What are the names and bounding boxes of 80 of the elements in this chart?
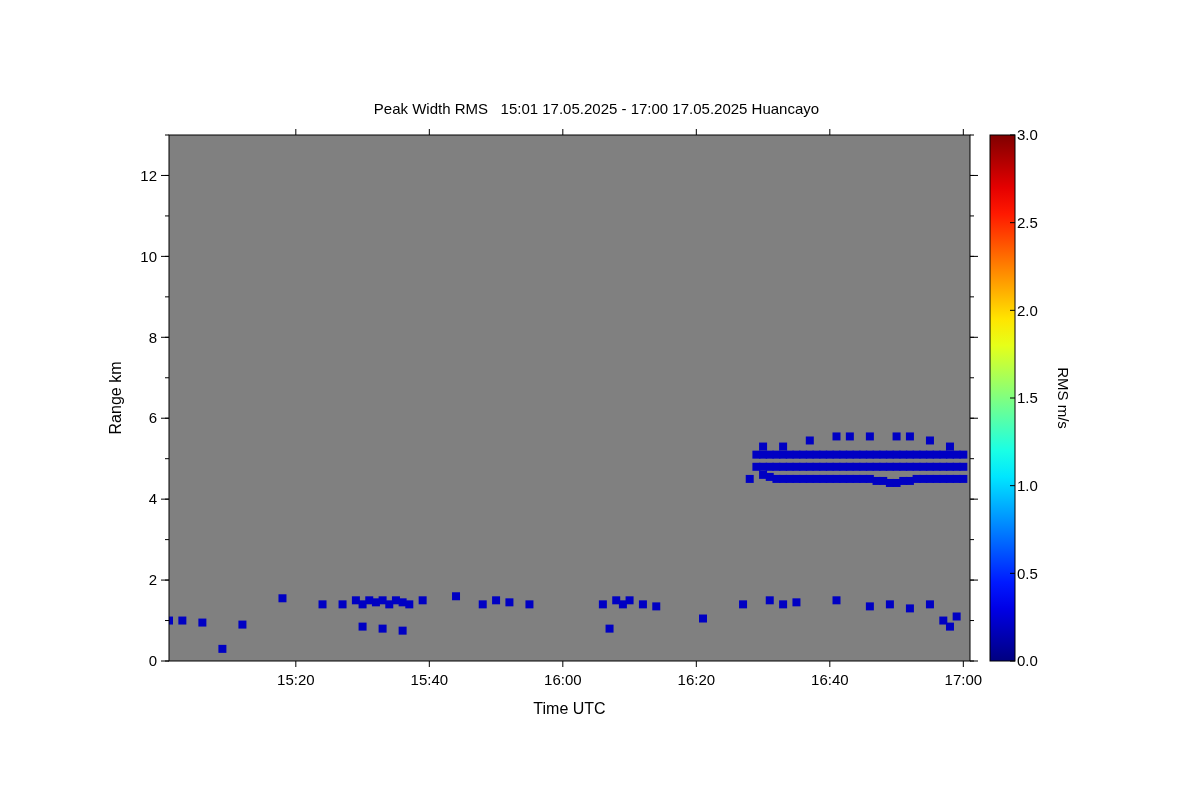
color-bar-title: RMS m/s	[1055, 367, 1072, 429]
point	[945, 442, 954, 451]
point	[385, 600, 394, 609]
y-axis-title: Range km	[107, 361, 124, 435]
point	[745, 474, 754, 483]
point	[405, 600, 414, 609]
x-tick-label: 17:00	[944, 671, 983, 688]
point	[959, 450, 968, 459]
point	[892, 432, 901, 441]
point	[391, 596, 400, 605]
color-bar-label: 2.5	[1017, 213, 1038, 231]
point	[959, 474, 968, 483]
point	[318, 600, 327, 609]
x-tick-label: 15:20	[277, 671, 315, 688]
point	[759, 442, 768, 451]
point	[905, 604, 914, 613]
point	[765, 596, 774, 605]
x-tick-label: 15:40	[410, 671, 449, 688]
point	[652, 602, 661, 611]
point	[198, 618, 207, 627]
point	[959, 462, 968, 471]
chart-title: Peak Width RMS 15:01 17.05.2025 - 17:00 17.05.2025 Huancayo	[373, 100, 820, 117]
point	[845, 432, 854, 441]
point	[358, 622, 367, 631]
point	[925, 436, 934, 445]
point	[492, 596, 501, 605]
point	[218, 644, 227, 653]
point	[865, 602, 874, 611]
x-axis-title: Time UTC	[533, 700, 606, 717]
point	[792, 598, 801, 607]
point	[939, 616, 948, 625]
x-tick-label: 16:40	[811, 671, 849, 688]
color-bar-label: 1.5	[1017, 389, 1038, 407]
color-bar-label: 2.0	[1017, 301, 1038, 319]
y-tick-label: 6	[148, 409, 157, 427]
point	[759, 470, 768, 479]
point	[178, 616, 187, 625]
point	[699, 614, 707, 623]
point	[525, 600, 534, 609]
point	[605, 624, 614, 633]
point	[351, 596, 360, 605]
point	[452, 592, 461, 601]
color-bar-label: 0.5	[1017, 564, 1038, 582]
point	[905, 432, 914, 441]
point	[739, 600, 748, 609]
x-tick-label: 16:00	[544, 671, 582, 688]
color-bar-label: 3.0	[1017, 126, 1038, 144]
point	[925, 600, 934, 609]
point	[338, 600, 347, 609]
y-tick-label: 0	[148, 652, 157, 670]
point	[598, 600, 607, 609]
point	[478, 600, 487, 609]
y-tick-label: 10	[140, 247, 157, 265]
point	[779, 442, 788, 451]
point	[805, 436, 814, 445]
y-tick-label: 2	[148, 571, 157, 589]
color-bar-label: 0.0	[1017, 652, 1038, 670]
point	[945, 622, 954, 631]
point	[618, 600, 627, 609]
point	[832, 432, 841, 441]
point	[278, 594, 287, 603]
point	[952, 612, 961, 621]
x-tick-label: 16:20	[677, 671, 716, 688]
point	[378, 624, 387, 633]
point	[638, 600, 647, 609]
point	[238, 620, 247, 629]
point	[612, 596, 621, 605]
y-tick-label: 8	[148, 328, 157, 346]
point	[398, 626, 407, 635]
point	[832, 596, 841, 605]
color-bar-label: 1.0	[1017, 476, 1038, 494]
point	[505, 598, 514, 607]
point	[365, 596, 374, 605]
y-tick-label: 12	[140, 166, 157, 184]
point	[418, 596, 427, 605]
y-tick-label: 4	[148, 490, 157, 508]
point	[625, 596, 634, 605]
point	[865, 432, 874, 441]
point	[779, 600, 788, 609]
point	[885, 600, 894, 609]
